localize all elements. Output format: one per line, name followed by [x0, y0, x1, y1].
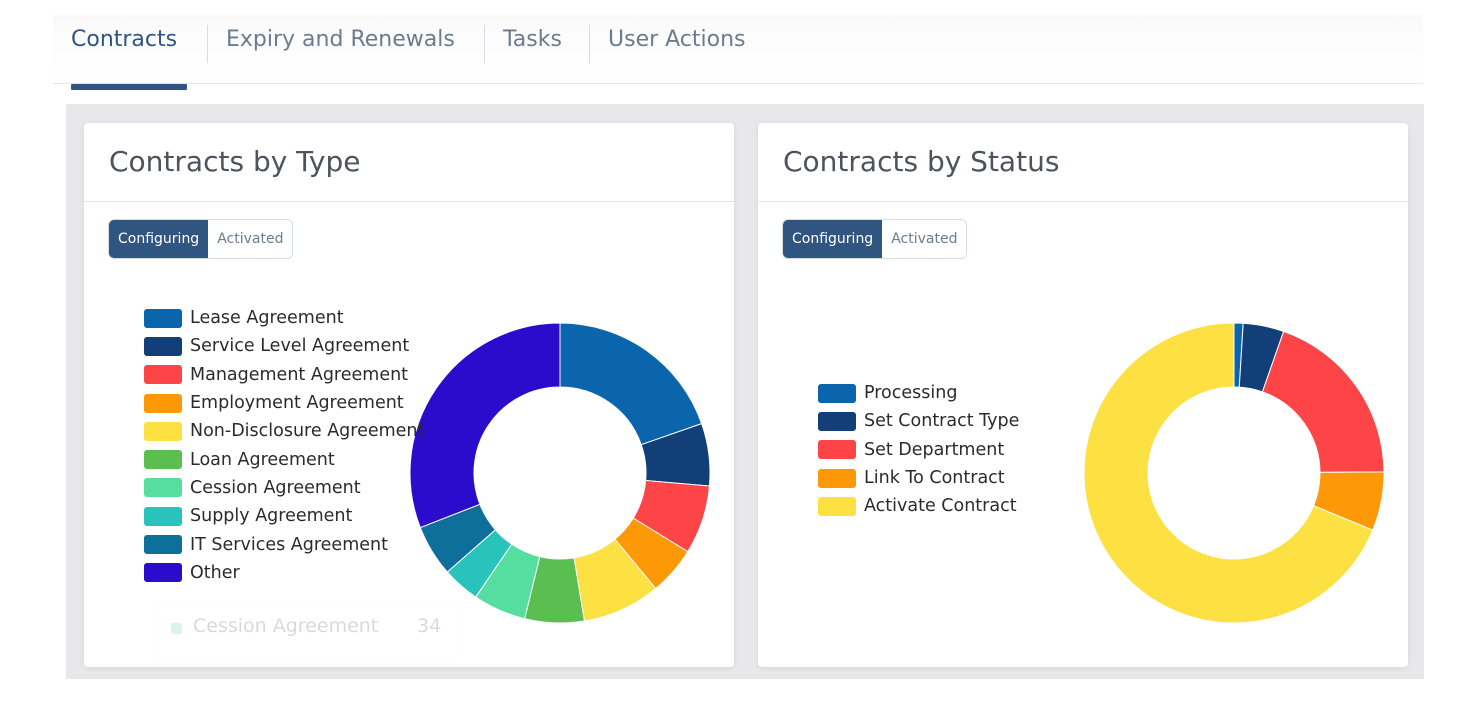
- legend-label: Set Contract Type: [864, 411, 1020, 432]
- contracts-by-type-card: Contracts by Type Configuring Activated …: [84, 123, 734, 667]
- legend-item-supply-agreement[interactable]: Supply Agreement: [144, 502, 424, 530]
- tab-tasks[interactable]: Tasks: [503, 27, 562, 52]
- chart-legend: Lease Agreement Service Level Agreement Ma…: [144, 304, 424, 587]
- legend-label: IT Services Agreement: [190, 534, 388, 555]
- tooltip-label: Cession Agreement: [193, 615, 379, 637]
- card-divider: [758, 201, 1408, 202]
- legend-item-other[interactable]: Other: [144, 559, 424, 587]
- legend-label: Link To Contract: [864, 468, 1005, 489]
- tab-separator: [589, 25, 590, 63]
- contracts-by-status-donut-chart: [1083, 322, 1385, 624]
- tab-separator: [484, 25, 485, 63]
- configuring-toggle-button[interactable]: Configuring: [783, 220, 883, 258]
- tab-user-actions[interactable]: User Actions: [608, 27, 746, 52]
- tab-separator: [207, 25, 208, 63]
- status-toggle: Configuring Activated: [108, 219, 294, 259]
- legend-item-link-to-contract[interactable]: Link To Contract: [818, 464, 1019, 492]
- donut-slice-activate-contract[interactable]: [1083, 322, 1374, 624]
- donut-slice-other[interactable]: [409, 322, 561, 529]
- status-toggle: Configuring Activated: [782, 219, 968, 259]
- legend-item-management-agreement[interactable]: Management Agreement: [144, 361, 424, 389]
- tab-contracts[interactable]: Contracts: [71, 27, 178, 52]
- legend-swatch: [144, 365, 182, 385]
- card-divider: [84, 201, 734, 202]
- legend-item-activate-contract[interactable]: Activate Contract: [818, 492, 1019, 520]
- legend-item-processing[interactable]: Processing: [818, 379, 1019, 407]
- tab-expiry-and-renewals[interactable]: Expiry and Renewals: [226, 27, 455, 52]
- active-tab-indicator: [71, 84, 187, 90]
- legend-swatch: [144, 478, 182, 498]
- legend-item-non-disclosure-agreement[interactable]: Non-Disclosure Agreement: [144, 417, 424, 445]
- legend-label: Management Agreement: [190, 364, 409, 385]
- legend-label: Supply Agreement: [190, 506, 353, 527]
- legend-label: Processing: [864, 383, 958, 404]
- chart-tooltip: Cession Agreement 34: [154, 600, 458, 658]
- legend-swatch: [818, 383, 856, 403]
- donut-slice-lease-agreement[interactable]: [559, 322, 703, 446]
- card-title: Contracts by Type: [109, 145, 361, 178]
- legend-swatch: [818, 411, 856, 431]
- legend-swatch: [144, 421, 182, 441]
- legend-swatch: [144, 393, 182, 413]
- legend-swatch: [144, 506, 182, 526]
- legend-label: Activate Contract: [864, 496, 1017, 517]
- legend-swatch: [144, 563, 182, 583]
- legend-swatch: [818, 496, 856, 516]
- legend-swatch: [144, 450, 182, 470]
- contracts-by-type-donut-chart: [409, 322, 711, 624]
- card-title: Contracts by Status: [783, 145, 1060, 178]
- legend-item-set-contract-type[interactable]: Set Contract Type: [818, 407, 1019, 435]
- contracts-by-status-card: Contracts by Status Configuring Activate…: [758, 123, 1408, 667]
- legend-label: Other: [190, 562, 240, 583]
- activated-toggle-button[interactable]: Activated: [208, 220, 293, 258]
- legend-item-lease-agreement[interactable]: Lease Agreement: [144, 304, 424, 332]
- legend-item-loan-agreement[interactable]: Loan Agreement: [144, 445, 424, 473]
- tooltip-value: 34: [417, 615, 442, 637]
- legend-label: Employment Agreement: [190, 393, 404, 414]
- tab-bar: [53, 14, 1423, 84]
- tooltip-color-swatch: [171, 623, 182, 634]
- legend-swatch: [818, 440, 856, 460]
- legend-item-it-services-agreement[interactable]: IT Services Agreement: [144, 530, 424, 558]
- legend-label: Cession Agreement: [190, 477, 361, 498]
- legend-label: Lease Agreement: [190, 308, 344, 329]
- donut-slice-set-department[interactable]: [1261, 330, 1385, 473]
- legend-swatch: [144, 535, 182, 555]
- legend-label: Loan Agreement: [190, 449, 335, 470]
- legend-swatch: [818, 468, 856, 488]
- legend-swatch: [144, 308, 182, 328]
- legend-item-set-department[interactable]: Set Department: [818, 436, 1019, 464]
- legend-item-employment-agreement[interactable]: Employment Agreement: [144, 389, 424, 417]
- legend-swatch: [144, 336, 182, 356]
- activated-toggle-button[interactable]: Activated: [882, 220, 967, 258]
- legend-item-cession-agreement[interactable]: Cession Agreement: [144, 474, 424, 502]
- configuring-toggle-button[interactable]: Configuring: [109, 220, 209, 258]
- legend-label: Set Department: [864, 439, 1005, 460]
- legend-label: Non-Disclosure Agreement: [190, 421, 425, 442]
- legend-item-service-level-agreement[interactable]: Service Level Agreement: [144, 332, 424, 360]
- chart-legend: Processing Set Contract Type Set Departmen…: [818, 379, 1019, 520]
- legend-label: Service Level Agreement: [190, 336, 410, 357]
